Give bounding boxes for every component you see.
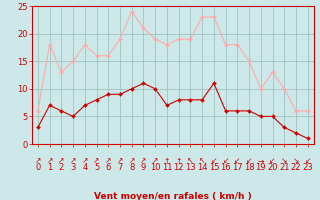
Text: ↗: ↗ — [129, 156, 135, 165]
Text: ↗: ↗ — [93, 156, 100, 165]
Text: ↘: ↘ — [293, 156, 299, 165]
Text: ↗: ↗ — [58, 156, 65, 165]
Text: ↙: ↙ — [246, 156, 252, 165]
Text: ↙: ↙ — [269, 156, 276, 165]
Text: ↗: ↗ — [117, 156, 123, 165]
Text: ↗: ↗ — [152, 156, 158, 165]
X-axis label: Vent moyen/en rafales ( km/h ): Vent moyen/en rafales ( km/h ) — [94, 192, 252, 200]
Text: ↗: ↗ — [82, 156, 88, 165]
Text: ↘: ↘ — [281, 156, 287, 165]
Text: ↑: ↑ — [175, 156, 182, 165]
Text: ↙: ↙ — [222, 156, 229, 165]
Text: ↙: ↙ — [211, 156, 217, 165]
Text: ↗: ↗ — [70, 156, 76, 165]
Text: ↙: ↙ — [234, 156, 241, 165]
Text: ↗: ↗ — [140, 156, 147, 165]
Text: →: → — [258, 156, 264, 165]
Text: ↗: ↗ — [105, 156, 111, 165]
Text: ↗: ↗ — [46, 156, 53, 165]
Text: ↖: ↖ — [187, 156, 194, 165]
Text: ↗: ↗ — [35, 156, 41, 165]
Text: ↑: ↑ — [164, 156, 170, 165]
Text: ↙: ↙ — [305, 156, 311, 165]
Text: ↖: ↖ — [199, 156, 205, 165]
